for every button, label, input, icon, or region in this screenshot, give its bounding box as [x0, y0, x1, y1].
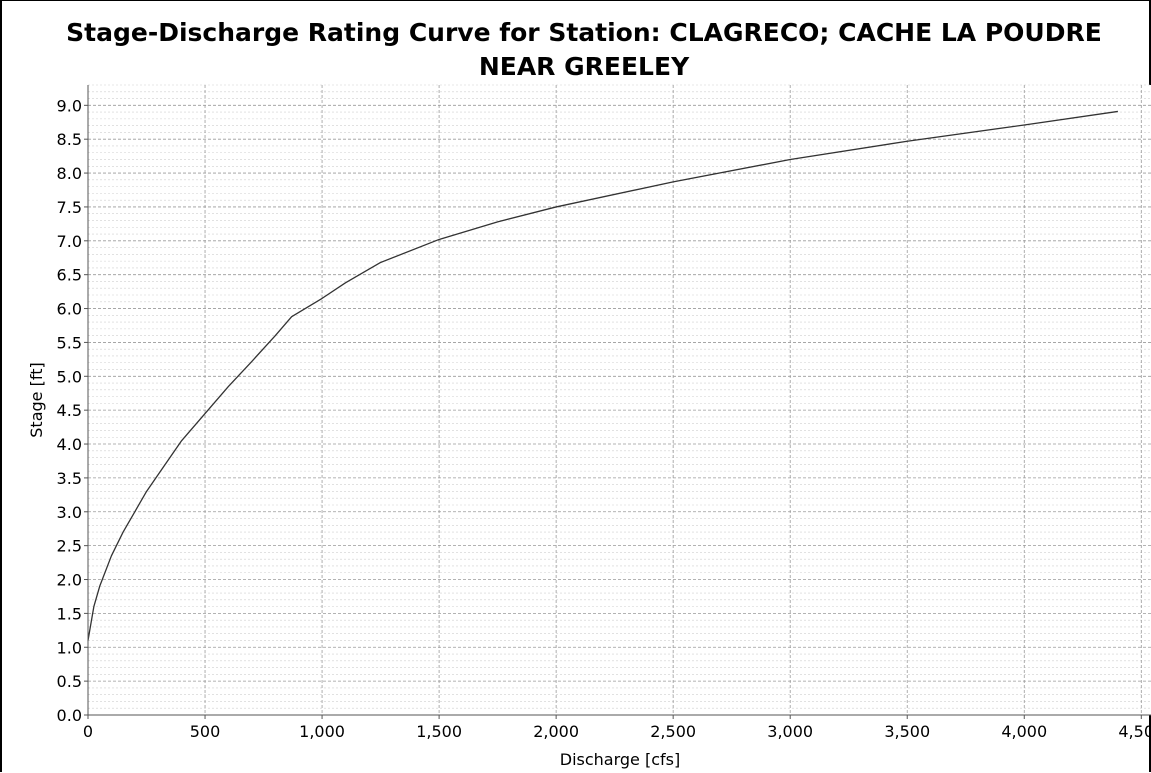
- y-tick-label: 8.5: [57, 130, 82, 149]
- x-tick-label: 3,500: [884, 722, 930, 741]
- y-tick-label: 1.5: [57, 604, 82, 623]
- x-ticks: 0 500 1,000 1,500 2,000 2,500 3,000 3,500 4,000 4…: [83, 715, 1151, 741]
- chart-title-line-1: Stage-Discharge Rating Curve for Station…: [66, 18, 1102, 47]
- y-tick-label: 1.0: [57, 638, 82, 657]
- x-tick-label: 0: [83, 722, 93, 741]
- x-tick-label: 4,500: [1118, 722, 1151, 741]
- x-tick-label: 1,000: [299, 722, 345, 741]
- x-tick-label: 1,500: [416, 722, 462, 741]
- y-tick-label: 6.0: [57, 300, 82, 319]
- plot-area: [88, 85, 1151, 715]
- y-ticks: 0.0 0.5 1.0 1.5 2.0 2.5 3.0 3.5 4.0 4.5 5.0 5.5 6.0 6…: [57, 96, 88, 725]
- y-tick-label: 4.5: [57, 401, 82, 420]
- y-tick-label: 4.0: [57, 435, 82, 454]
- x-tick-label: 500: [190, 722, 221, 741]
- y-tick-label: 7.5: [57, 198, 82, 217]
- x-axis-label: Discharge [cfs]: [560, 750, 680, 769]
- y-tick-label: 8.0: [57, 164, 82, 183]
- minor-grid: [88, 84, 1151, 709]
- y-tick-label: 3.5: [57, 469, 82, 488]
- y-tick-label: 7.0: [57, 232, 82, 251]
- y-tick-label: 6.5: [57, 266, 82, 285]
- x-tick-label: 4,000: [1001, 722, 1047, 741]
- y-tick-label: 2.0: [57, 571, 82, 590]
- x-tick-label: 2,000: [533, 722, 579, 741]
- y-tick-label: 9.0: [57, 96, 82, 115]
- y-tick-label: 0.0: [57, 706, 82, 725]
- y-tick-label: 3.0: [57, 503, 82, 522]
- y-tick-label: 0.5: [57, 672, 82, 691]
- y-tick-label: 5.0: [57, 367, 82, 386]
- y-tick-label: 2.5: [57, 537, 82, 556]
- chart-title-line-2: NEAR GREELEY: [479, 52, 690, 81]
- series-line: [87, 110, 1118, 641]
- x-tick-label: 3,000: [767, 722, 813, 741]
- x-tick-label: 2,500: [650, 722, 696, 741]
- series-layer: [87, 110, 1118, 641]
- y-axis-label: Stage [ft]: [27, 362, 46, 437]
- y-tick-label: 5.5: [57, 333, 82, 352]
